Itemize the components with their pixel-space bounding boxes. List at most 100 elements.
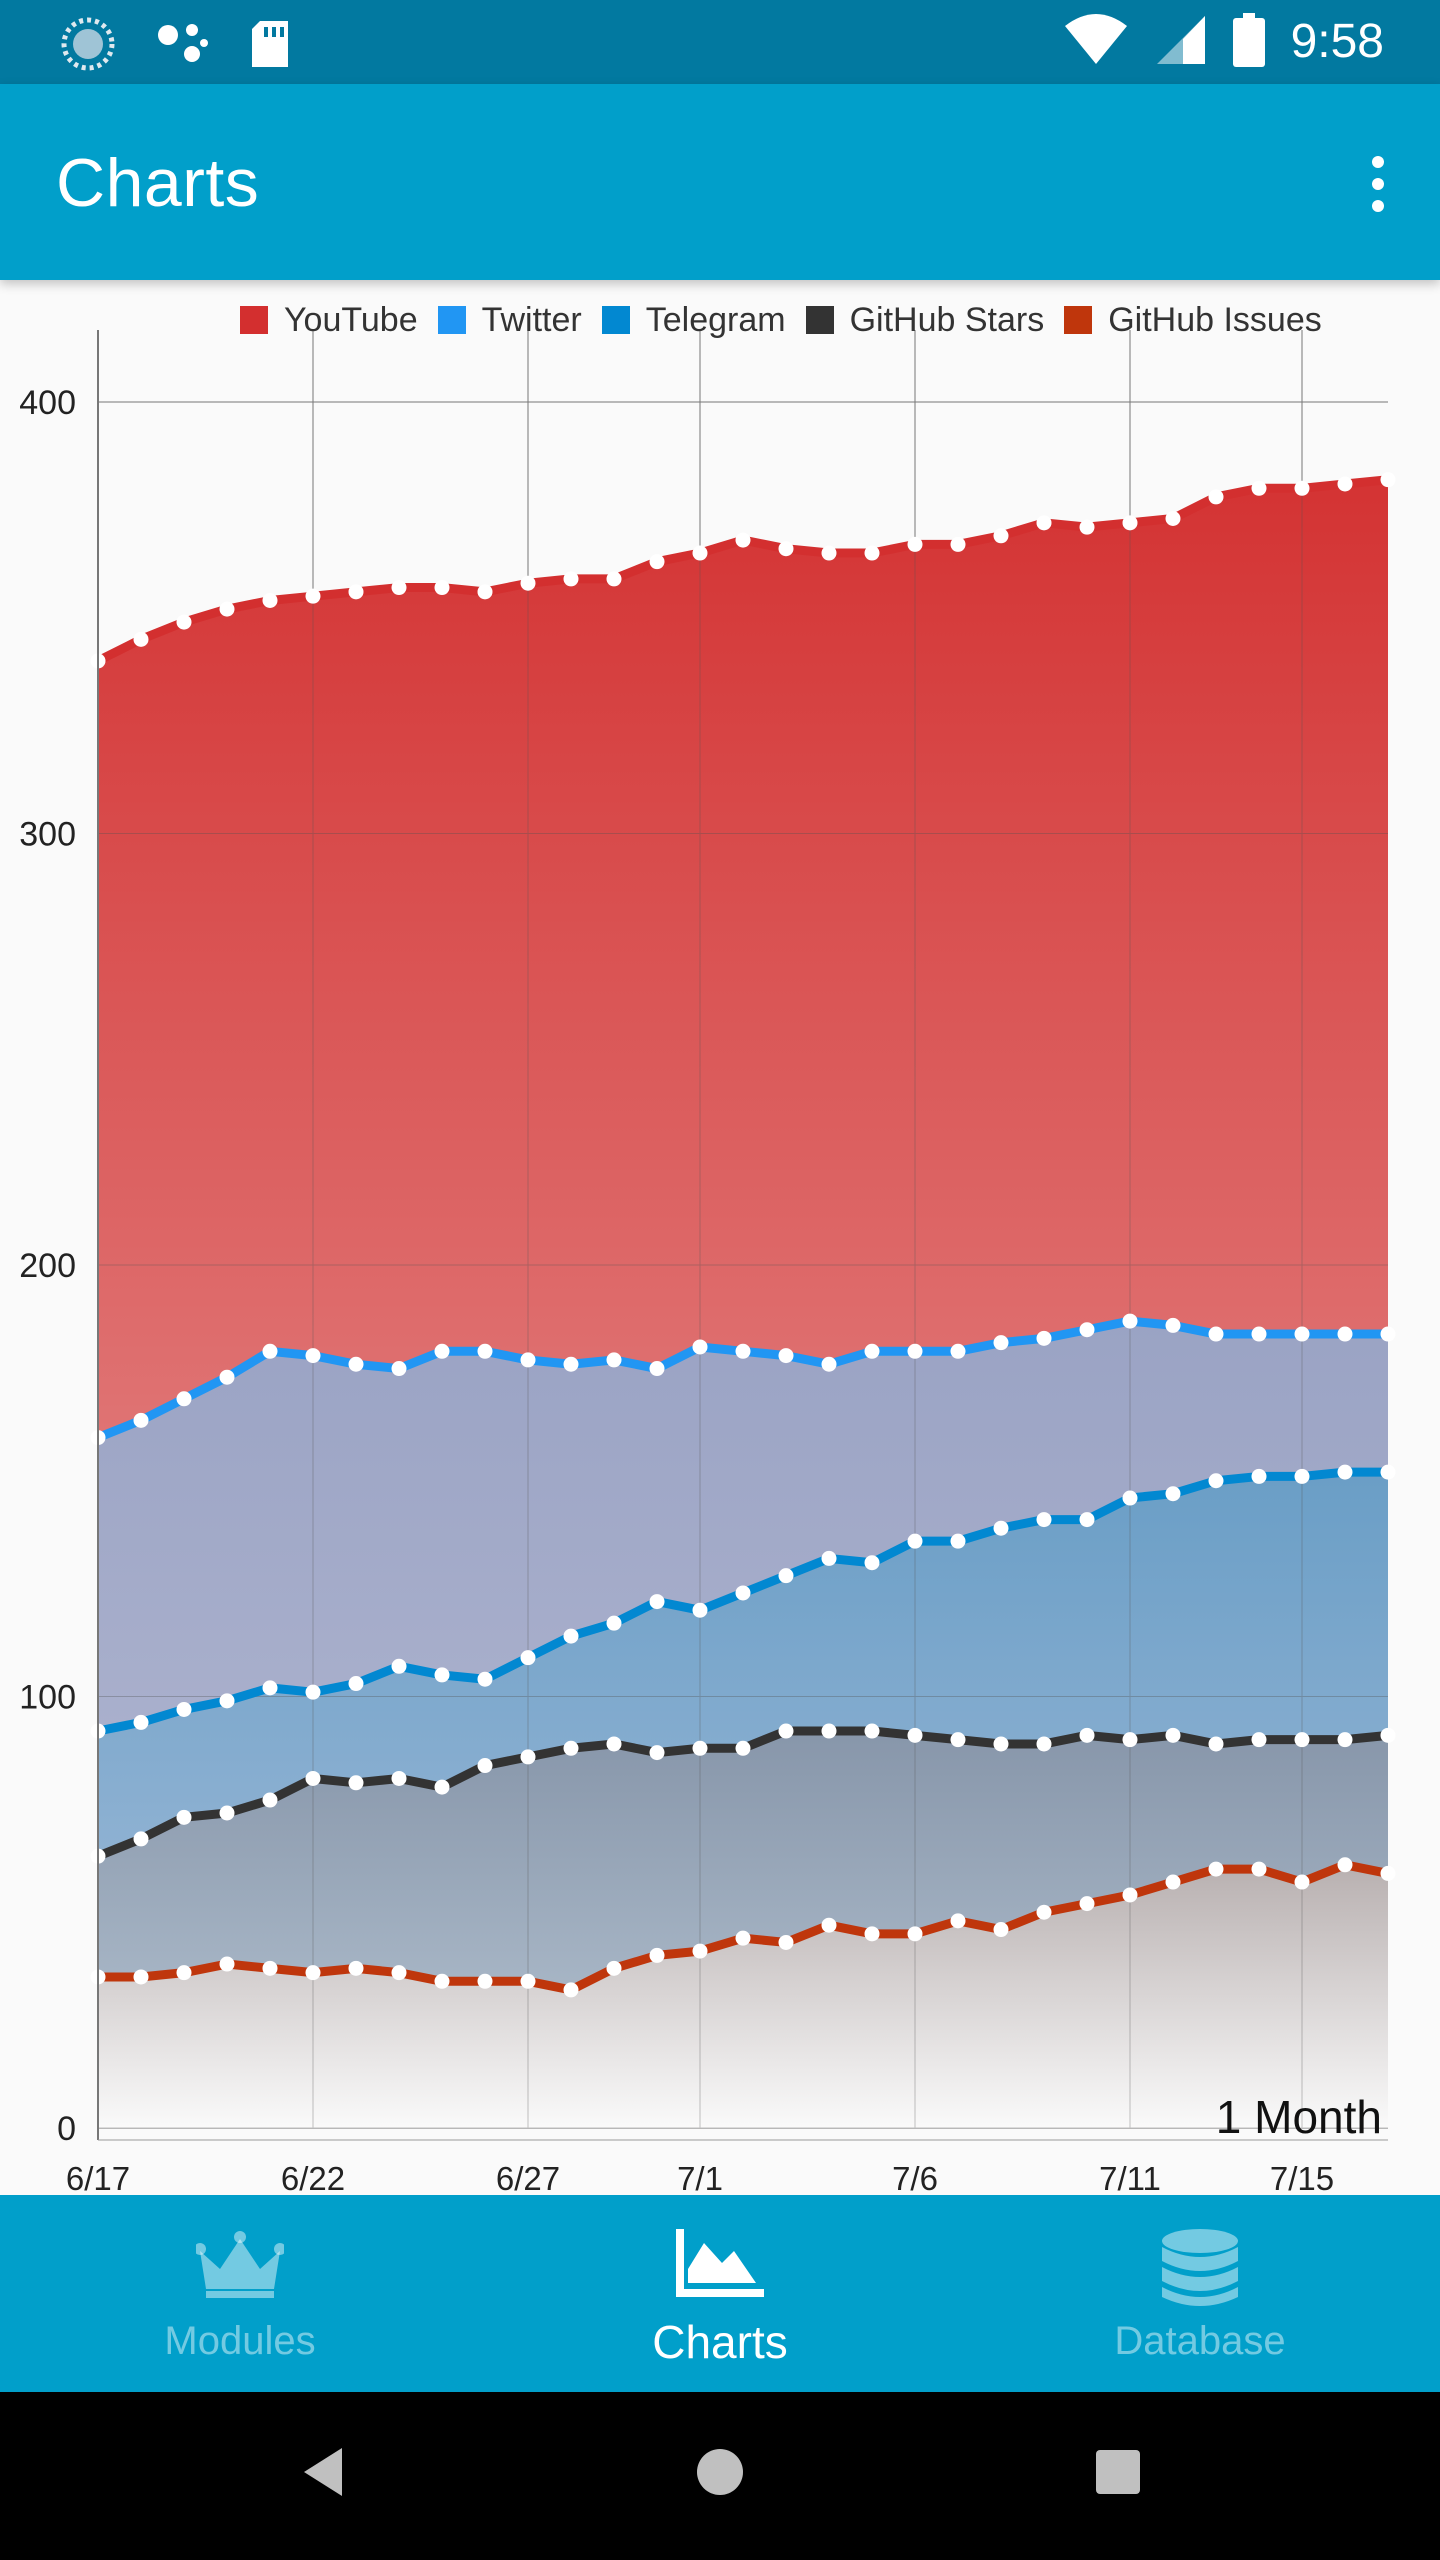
data-point-telegram bbox=[1380, 1464, 1396, 1480]
nav-item-charts[interactable]: Charts bbox=[480, 2195, 960, 2392]
assistant-icon bbox=[154, 19, 210, 74]
data-point-youtube bbox=[950, 536, 966, 552]
data-point-twitter bbox=[520, 1352, 536, 1368]
data-point-twitter bbox=[821, 1356, 837, 1372]
data-point-github-issues bbox=[1294, 1874, 1310, 1890]
stacked-area-chart[interactable]: 0 100 200 300 400 6/17 6/22 6/27 7/1 7/6 7/11 7/15 1… bbox=[0, 0, 1440, 2195]
data-point-github-stars bbox=[133, 1831, 149, 1847]
data-point-telegram bbox=[1251, 1468, 1267, 1484]
data-point-github-stars bbox=[176, 1809, 192, 1825]
data-point-github-issues bbox=[219, 1956, 235, 1972]
data-point-youtube bbox=[133, 631, 149, 647]
nav-item-database[interactable]: Database bbox=[960, 2195, 1440, 2392]
data-point-twitter bbox=[434, 1343, 450, 1359]
page-title: Charts bbox=[56, 145, 260, 221]
data-point-twitter bbox=[348, 1356, 364, 1372]
data-point-github-stars bbox=[262, 1792, 278, 1808]
data-point-telegram bbox=[133, 1714, 149, 1730]
data-point-youtube bbox=[477, 584, 493, 600]
data-point-github-stars bbox=[391, 1770, 407, 1786]
data-point-telegram bbox=[391, 1658, 407, 1674]
nav-item-modules[interactable]: Modules bbox=[0, 2195, 480, 2392]
data-point-youtube bbox=[778, 541, 794, 557]
data-point-github-stars bbox=[348, 1775, 364, 1791]
data-point-telegram bbox=[864, 1555, 880, 1571]
data-point-telegram bbox=[563, 1628, 579, 1644]
y-tick-label: 100 bbox=[19, 1679, 76, 1717]
data-point-youtube bbox=[606, 571, 622, 587]
data-point-github-stars bbox=[563, 1740, 579, 1756]
area-github-issues bbox=[98, 1864, 1388, 2128]
legend-swatch bbox=[1064, 306, 1093, 334]
data-point-github-issues bbox=[907, 1926, 923, 1942]
legend-item-github-stars: GitHub Stars bbox=[805, 301, 1044, 340]
sync-icon bbox=[60, 16, 116, 77]
data-point-github-stars bbox=[735, 1740, 751, 1756]
data-point-youtube bbox=[1380, 472, 1396, 488]
data-point-github-issues bbox=[1251, 1861, 1267, 1877]
data-point-telegram bbox=[477, 1671, 493, 1687]
battery-icon bbox=[1232, 12, 1265, 72]
area-chart-icon bbox=[676, 2229, 764, 2309]
data-point-youtube bbox=[348, 584, 364, 600]
data-point-github-issues bbox=[692, 1943, 708, 1959]
legend-item-twitter: Twitter bbox=[437, 300, 582, 340]
data-point-twitter bbox=[563, 1356, 579, 1372]
data-point-youtube bbox=[1208, 489, 1224, 505]
data-point-telegram bbox=[1122, 1490, 1138, 1506]
data-point-youtube bbox=[1122, 515, 1138, 531]
data-point-youtube bbox=[434, 580, 450, 596]
legend-label: Twitter bbox=[481, 300, 582, 339]
back-icon[interactable] bbox=[300, 2446, 344, 2503]
data-point-github-stars bbox=[993, 1736, 1009, 1752]
data-point-twitter bbox=[950, 1343, 966, 1359]
data-point-github-stars bbox=[219, 1805, 235, 1821]
x-tick-label: 7/11 bbox=[1099, 2160, 1161, 2195]
chart-legend: YouTube Twitter Telegram GitHub Stars GitHub… bbox=[240, 298, 1322, 342]
data-point-twitter bbox=[477, 1343, 493, 1359]
data-point-youtube bbox=[262, 592, 278, 608]
data-point-github-stars bbox=[778, 1723, 794, 1739]
legend-swatch bbox=[437, 306, 466, 334]
legend-label: YouTube bbox=[284, 300, 418, 339]
recents-icon[interactable] bbox=[1096, 2450, 1140, 2499]
legend-item-github-issues: GitHub Issues bbox=[1064, 301, 1322, 340]
home-icon[interactable] bbox=[696, 2448, 744, 2501]
data-point-telegram bbox=[434, 1667, 450, 1683]
data-point-github-issues bbox=[1079, 1896, 1095, 1912]
data-point-twitter bbox=[1079, 1322, 1095, 1338]
data-point-twitter bbox=[391, 1361, 407, 1377]
wifi-icon bbox=[1063, 13, 1129, 71]
data-point-github-issues bbox=[735, 1930, 751, 1946]
data-point-telegram bbox=[1165, 1486, 1181, 1502]
data-point-github-stars bbox=[1122, 1732, 1138, 1748]
bottom-navigation: Modules Charts Database bbox=[0, 2195, 1440, 2392]
data-point-youtube bbox=[520, 575, 536, 591]
data-point-telegram bbox=[692, 1602, 708, 1618]
status-bar: 9:58 bbox=[0, 0, 1440, 84]
more-vert-icon[interactable] bbox=[1360, 154, 1396, 214]
x-tick-label: 7/6 bbox=[892, 2160, 938, 2195]
data-point-github-stars bbox=[606, 1736, 622, 1752]
data-point-youtube bbox=[305, 588, 321, 604]
nav-label-modules: Modules bbox=[164, 2319, 316, 2363]
data-point-telegram bbox=[821, 1550, 837, 1566]
data-point-telegram bbox=[907, 1533, 923, 1549]
data-point-twitter bbox=[133, 1412, 149, 1428]
x-tick-label: 7/1 bbox=[677, 2160, 723, 2195]
data-point-github-issues bbox=[649, 1947, 665, 1963]
system-navigation bbox=[0, 2392, 1440, 2560]
data-point-twitter bbox=[1251, 1326, 1267, 1342]
data-point-github-stars bbox=[864, 1723, 880, 1739]
data-point-github-issues bbox=[563, 1982, 579, 1998]
legend-label: GitHub Issues bbox=[1108, 300, 1322, 339]
data-point-github-stars bbox=[649, 1745, 665, 1761]
data-point-github-issues bbox=[950, 1913, 966, 1929]
data-point-youtube bbox=[1036, 515, 1052, 531]
data-point-github-stars bbox=[692, 1740, 708, 1756]
data-point-twitter bbox=[1165, 1317, 1181, 1333]
data-point-youtube bbox=[391, 580, 407, 596]
signal-icon bbox=[1155, 14, 1207, 71]
data-point-telegram bbox=[262, 1680, 278, 1696]
data-point-telegram bbox=[778, 1568, 794, 1584]
